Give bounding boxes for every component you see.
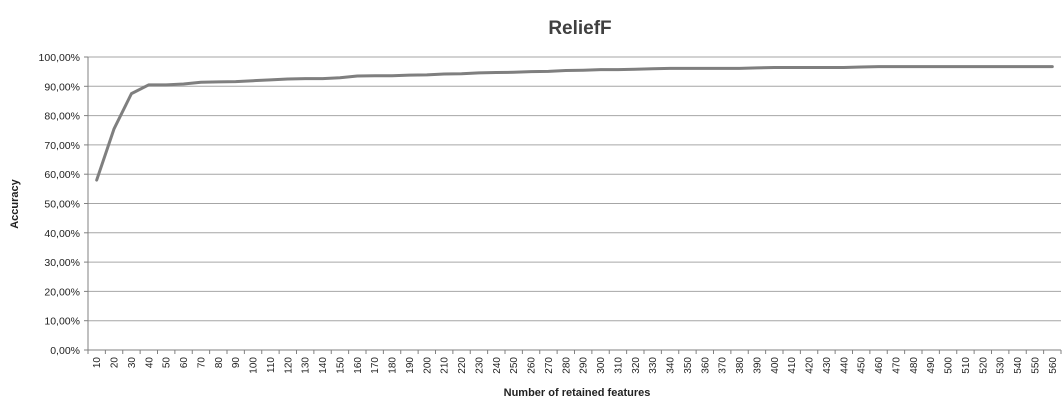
x-tick-label: 430 <box>822 357 833 374</box>
y-tick-label: 80,00% <box>44 111 80 123</box>
gridlines <box>88 56 1061 322</box>
x-tick-label: 420 <box>805 357 816 374</box>
x-tick-label: 10 <box>92 357 103 369</box>
x-tick-label: 290 <box>579 357 590 374</box>
x-tick-label: 240 <box>492 357 503 374</box>
y-tick-label: 20,00% <box>44 286 80 298</box>
y-tick-label: 0,00% <box>50 345 80 357</box>
x-tick-label: 60 <box>179 357 190 369</box>
x-tick-label: 520 <box>978 357 989 374</box>
y-axis-label: Accuracy <box>9 178 21 228</box>
x-tick-label: 480 <box>909 357 920 374</box>
x-tick-label: 460 <box>874 357 885 374</box>
x-tick-label: 160 <box>353 357 364 374</box>
x-tick-label: 340 <box>666 357 677 374</box>
x-tick-label: 560 <box>1048 357 1059 374</box>
x-tick-label: 130 <box>301 357 312 374</box>
x-tick-label: 100 <box>249 357 260 374</box>
x-tick-label: 230 <box>474 357 485 374</box>
y-tick-label: 10,00% <box>44 316 80 328</box>
y-tick-label: 40,00% <box>44 228 80 240</box>
x-tick-label: 140 <box>318 357 329 374</box>
x-tick-label: 210 <box>440 357 451 374</box>
x-tick-label: 330 <box>648 357 659 374</box>
x-tick-label: 300 <box>596 357 607 374</box>
x-tick-label: 530 <box>996 357 1007 374</box>
x-tick-label: 260 <box>527 357 538 374</box>
x-tick-label: 350 <box>683 357 694 374</box>
x-tick-label: 490 <box>926 357 937 374</box>
x-tick-label: 360 <box>700 357 711 374</box>
x-tick-labels: 10 20 30 40 50 60 70 80 90 100 110 120 130 140 150 160 1… <box>92 357 1059 374</box>
x-tick-label: 450 <box>857 357 868 374</box>
x-tick-label: 540 <box>1013 357 1024 374</box>
y-tick-label: 100,00% <box>39 52 80 64</box>
x-tick-label: 170 <box>370 357 381 374</box>
x-tick-label: 410 <box>787 357 798 374</box>
x-tick-label: 380 <box>735 357 746 374</box>
series-line <box>95 65 1054 182</box>
x-tick-label: 370 <box>718 357 729 374</box>
x-tick-label: 150 <box>335 357 346 374</box>
chart-title: ReliefF <box>548 18 611 39</box>
x-tick-label: 470 <box>891 357 902 374</box>
x-tick-label: 200 <box>422 357 433 374</box>
x-tick-label: 20 <box>110 357 121 369</box>
x-tick-label: 110 <box>266 357 277 373</box>
x-tick-label: 120 <box>283 357 294 374</box>
y-tick-label: 60,00% <box>44 169 80 181</box>
x-tick-label: 310 <box>613 357 624 374</box>
x-tick-label: 400 <box>770 357 781 374</box>
y-tick-label: 70,00% <box>44 140 80 152</box>
x-tick-label: 510 <box>961 357 972 374</box>
x-tick-label: 500 <box>944 357 955 374</box>
x-tick-label: 390 <box>752 357 763 374</box>
x-tick-label: 280 <box>561 357 572 374</box>
x-axis-label: Number of retained features <box>504 387 651 399</box>
y-tick-labels: 0,00% 10,00% 20,00% 30,00% 40,00% 50,00% 60,00… <box>39 52 80 357</box>
x-tick-label: 550 <box>1030 357 1041 374</box>
x-tick-label: 70 <box>196 357 207 369</box>
x-tick-label: 30 <box>127 357 138 369</box>
x-tick-label: 440 <box>839 357 850 374</box>
x-tick-label: 270 <box>544 357 555 374</box>
x-tick-label: 90 <box>231 357 242 369</box>
x-tick-label: 80 <box>214 357 225 369</box>
x-tick-label: 50 <box>162 357 173 369</box>
axes <box>84 56 1062 354</box>
x-tick-label: 40 <box>144 357 155 369</box>
x-tick-label: 320 <box>631 357 642 374</box>
series-group <box>95 65 1054 182</box>
y-tick-label: 90,00% <box>44 81 80 93</box>
y-tick-label: 50,00% <box>44 199 80 211</box>
x-tick-label: 190 <box>405 357 416 374</box>
x-tick-label: 250 <box>509 357 520 374</box>
y-tick-label: 30,00% <box>44 257 80 269</box>
x-tick-label: 180 <box>388 357 399 374</box>
x-tick-label: 220 <box>457 357 468 374</box>
